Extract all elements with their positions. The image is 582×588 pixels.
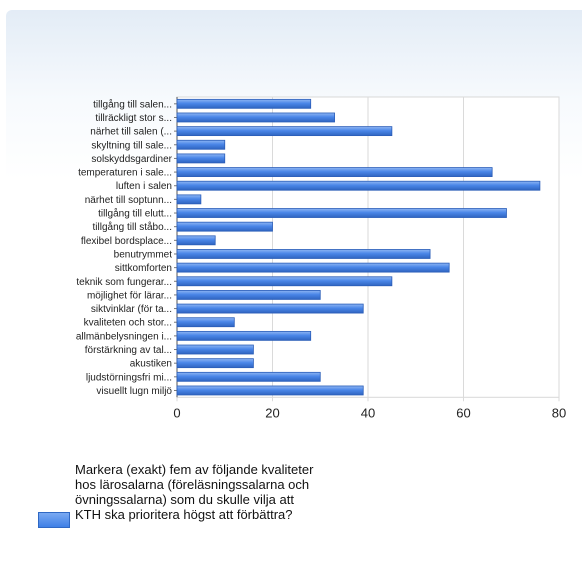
category-label: visuellt lugn miljö — [96, 386, 172, 397]
bar — [176, 262, 450, 273]
x-tick-label: 80 — [552, 405, 566, 420]
category-label: närhet till soptunn... — [85, 195, 172, 206]
category-label: sittkomforten — [115, 263, 172, 274]
bar — [176, 249, 431, 259]
bar — [176, 208, 507, 218]
category-label: möjlighet för lärar... — [87, 290, 172, 301]
bar — [176, 371, 321, 382]
legend-label: Markera (exakt) fem av följande kvalitet… — [75, 462, 314, 522]
bar — [176, 167, 493, 177]
bar — [176, 139, 226, 150]
bar — [176, 303, 364, 314]
category-label: skyltning till sale... — [91, 140, 172, 151]
bar-chart: 0 20 40 60 80 tillgång till salen... tillräckl… — [76, 96, 566, 420]
category-label: ljudstörningsfri mi... — [86, 372, 172, 383]
bar — [176, 98, 312, 109]
x-tick-label: 60 — [456, 405, 470, 420]
bar — [176, 290, 321, 300]
bar — [176, 317, 235, 328]
category-label: förstärkning av tal... — [85, 345, 172, 356]
category-label: närhet till salen (... — [90, 127, 172, 138]
bar — [176, 221, 273, 232]
bar — [176, 112, 335, 123]
category-label: solskyddsgardiner — [91, 154, 172, 165]
category-label: siktvinklar (för ta... — [91, 304, 172, 315]
category-label: tillräckligt stor s... — [95, 113, 172, 124]
bar — [176, 194, 202, 205]
bar — [176, 330, 312, 341]
x-tick-label: 20 — [265, 405, 279, 420]
bar — [176, 385, 364, 396]
category-label: akustiken — [130, 359, 172, 370]
category-label: luften i salen — [116, 181, 172, 192]
category-label: temperaturen i sale... — [78, 168, 172, 179]
category-label: flexibel bordsplace... — [81, 236, 172, 247]
bar — [176, 126, 393, 137]
bar — [176, 276, 393, 287]
bar — [176, 344, 254, 355]
bar — [176, 235, 216, 246]
bar — [176, 358, 254, 369]
category-label: tillgång till ståbo... — [93, 221, 173, 233]
category-label: allmänbelysningen i... — [76, 331, 172, 342]
category-label: teknik som fungerar... — [76, 277, 172, 288]
bar — [176, 180, 541, 191]
legend-swatch — [38, 512, 70, 528]
x-tick-label: 40 — [361, 405, 375, 420]
x-tick-label: 0 — [173, 405, 180, 420]
bar — [176, 153, 226, 164]
category-label: benutrymmet — [114, 249, 173, 260]
category-label: tillgång till salen... — [93, 98, 172, 110]
category-label: tillgång till elutt... — [98, 208, 172, 220]
category-label: kvaliteten och stor... — [84, 318, 172, 329]
